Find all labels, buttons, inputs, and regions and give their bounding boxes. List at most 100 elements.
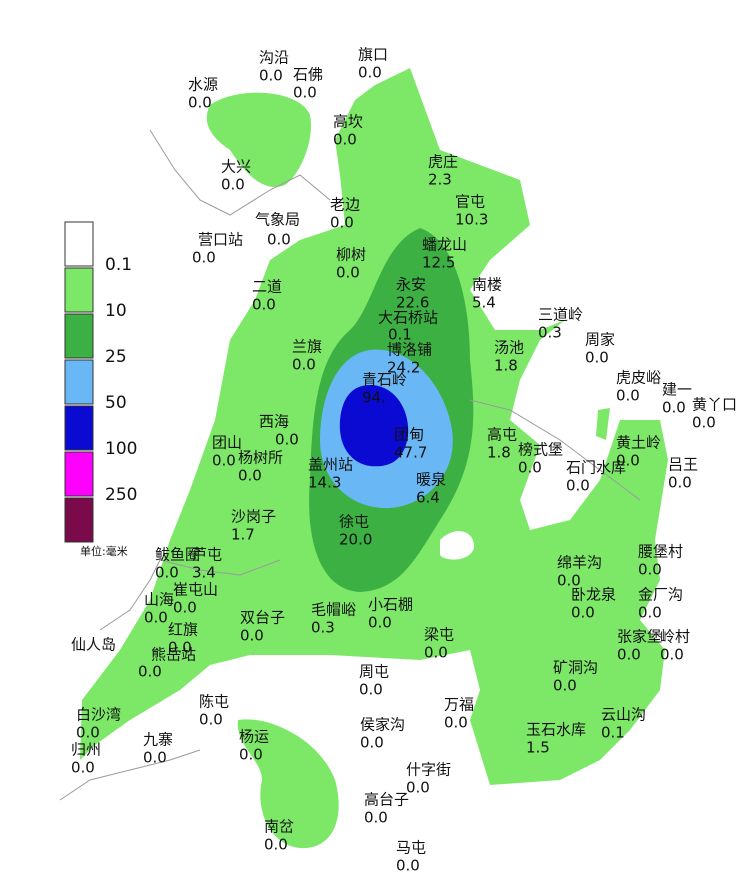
station-value: 3.4 bbox=[192, 564, 216, 582]
legend-label: 0.1 bbox=[105, 255, 132, 275]
legend-label: 250 bbox=[105, 485, 137, 505]
station-value: 0.0 bbox=[668, 474, 692, 492]
station-name: 团甸 bbox=[394, 426, 424, 444]
boundary-line bbox=[469, 399, 641, 501]
station-name: 永安 bbox=[396, 276, 426, 294]
legend-swatch bbox=[64, 313, 94, 359]
station-value: 0.0 bbox=[264, 836, 288, 854]
station-name: 盖州站 bbox=[308, 456, 353, 474]
station-value: 0.0 bbox=[144, 609, 168, 627]
legend-swatch bbox=[64, 497, 94, 543]
station-value: 0.0 bbox=[143, 749, 167, 767]
station-value: 0.0 bbox=[212, 452, 236, 470]
legend-label: 10 bbox=[105, 301, 127, 321]
station-name: 毛帽峪 bbox=[311, 601, 356, 619]
station-name: 张家堡 bbox=[617, 628, 662, 646]
station-value: 0.0 bbox=[406, 779, 430, 797]
station-name: 绵羊沟 bbox=[557, 554, 602, 572]
station-value: 0.0 bbox=[364, 809, 388, 827]
station-value: 0.0 bbox=[155, 564, 179, 582]
legend-swatch bbox=[64, 359, 94, 405]
station-name: 归州 bbox=[71, 741, 101, 759]
stations: 沟沿0.0 石佛0.0旗口0.0水源0.0高坎0.0虎庄2.3大兴0.0官屯10.… bbox=[71, 46, 737, 875]
station-value: 0.0 bbox=[617, 646, 641, 664]
station-value: 0.0 bbox=[662, 399, 686, 417]
station-value: 0.0 bbox=[333, 131, 357, 149]
station-value: 94. bbox=[362, 389, 386, 407]
station-value: 0.0 bbox=[238, 467, 262, 485]
station-name: 汤池 bbox=[494, 339, 524, 357]
station-value: 0.0 bbox=[293, 84, 317, 102]
station-value: 6.4 bbox=[416, 489, 440, 507]
station-name: 三道岭 bbox=[538, 306, 583, 324]
station-value: 20.0 bbox=[339, 531, 372, 549]
station-name: 金厂沟 bbox=[638, 586, 683, 604]
station-name: 黄土岭 bbox=[616, 434, 661, 452]
station-value: 0.0 bbox=[239, 746, 263, 764]
station-name: 高屯 bbox=[487, 426, 517, 444]
legend-label: 25 bbox=[105, 347, 127, 367]
area-light-green bbox=[596, 408, 610, 440]
station-value: 0.0 bbox=[638, 561, 662, 579]
station-value: 0.0 bbox=[188, 94, 212, 112]
station-value: 0.0 bbox=[71, 759, 95, 777]
station-name: 杨树所 bbox=[238, 449, 283, 467]
boundary-line bbox=[149, 129, 331, 216]
station-value: 0.0 bbox=[358, 64, 382, 82]
station-name: 吕王 bbox=[668, 456, 698, 474]
station-value: 0.0 bbox=[638, 604, 662, 622]
legend-label: 100 bbox=[105, 439, 137, 459]
station-name: 双台子 bbox=[240, 609, 285, 627]
station-name: 建一 bbox=[662, 381, 692, 399]
station-value: 12.5 bbox=[422, 254, 455, 272]
area-blue bbox=[339, 385, 409, 467]
station-name: 仙人岛 bbox=[71, 636, 116, 654]
station-value: 1.8 bbox=[487, 444, 511, 462]
station-name: 老边 bbox=[330, 196, 360, 214]
station-name: 矿洞沟 bbox=[553, 659, 598, 677]
station-value: 0.0 bbox=[557, 572, 581, 590]
station-value: 0.0 bbox=[336, 264, 360, 282]
station-value: 10.3 bbox=[455, 211, 488, 229]
station-name: 旗口 bbox=[358, 46, 388, 64]
station-value: 0.0 bbox=[168, 639, 192, 657]
station-name: 熊岳站 bbox=[151, 646, 196, 664]
station-value: 0.0 bbox=[553, 677, 577, 695]
station-value: 0.0 bbox=[359, 681, 383, 699]
legend-swatch bbox=[64, 405, 94, 451]
station-name: 马屯 bbox=[396, 839, 426, 857]
legend bbox=[64, 221, 94, 543]
station-value: 0.0 bbox=[192, 249, 216, 267]
station-value: 0.3 bbox=[311, 619, 335, 637]
station-value: 0.0 bbox=[275, 431, 299, 449]
station-value: 0.0 bbox=[396, 857, 420, 875]
station-value: 0.1 bbox=[388, 326, 412, 344]
station-name: 青石岭 bbox=[362, 371, 407, 389]
station-value: 0.0 bbox=[518, 459, 542, 477]
station-value: 0.0 bbox=[424, 644, 448, 662]
boundary-line bbox=[99, 559, 281, 631]
rain-areas bbox=[80, 68, 668, 849]
station-value: 0.0 bbox=[616, 452, 640, 470]
area-light-green bbox=[237, 719, 339, 849]
station-name: 气象局 bbox=[255, 211, 300, 229]
station-name: 崔屯山 bbox=[173, 581, 218, 599]
station-name: 石佛 bbox=[293, 66, 323, 84]
station-value: 2.3 bbox=[428, 171, 452, 189]
station-name: 玉石水库 bbox=[526, 721, 586, 739]
station-value: 0.0 bbox=[616, 387, 640, 405]
station-name: 营口站 bbox=[198, 231, 243, 249]
station-name: 暖泉 bbox=[416, 471, 446, 489]
station-name: 南岔 bbox=[264, 818, 294, 836]
station-value: 0.0 bbox=[660, 646, 684, 664]
station-value: 0.0 bbox=[692, 414, 716, 432]
station-name: 高台子 bbox=[364, 791, 409, 809]
station-value: 0.0 bbox=[566, 477, 590, 495]
station-name: 大兴 bbox=[221, 158, 251, 176]
station-value: 0.0 bbox=[292, 356, 316, 374]
station-value: 1.5 bbox=[526, 739, 550, 757]
station-name: 红旗 bbox=[168, 621, 198, 639]
station-name: 九寨 bbox=[143, 731, 173, 749]
station-name: 沙岗子 bbox=[231, 508, 276, 526]
